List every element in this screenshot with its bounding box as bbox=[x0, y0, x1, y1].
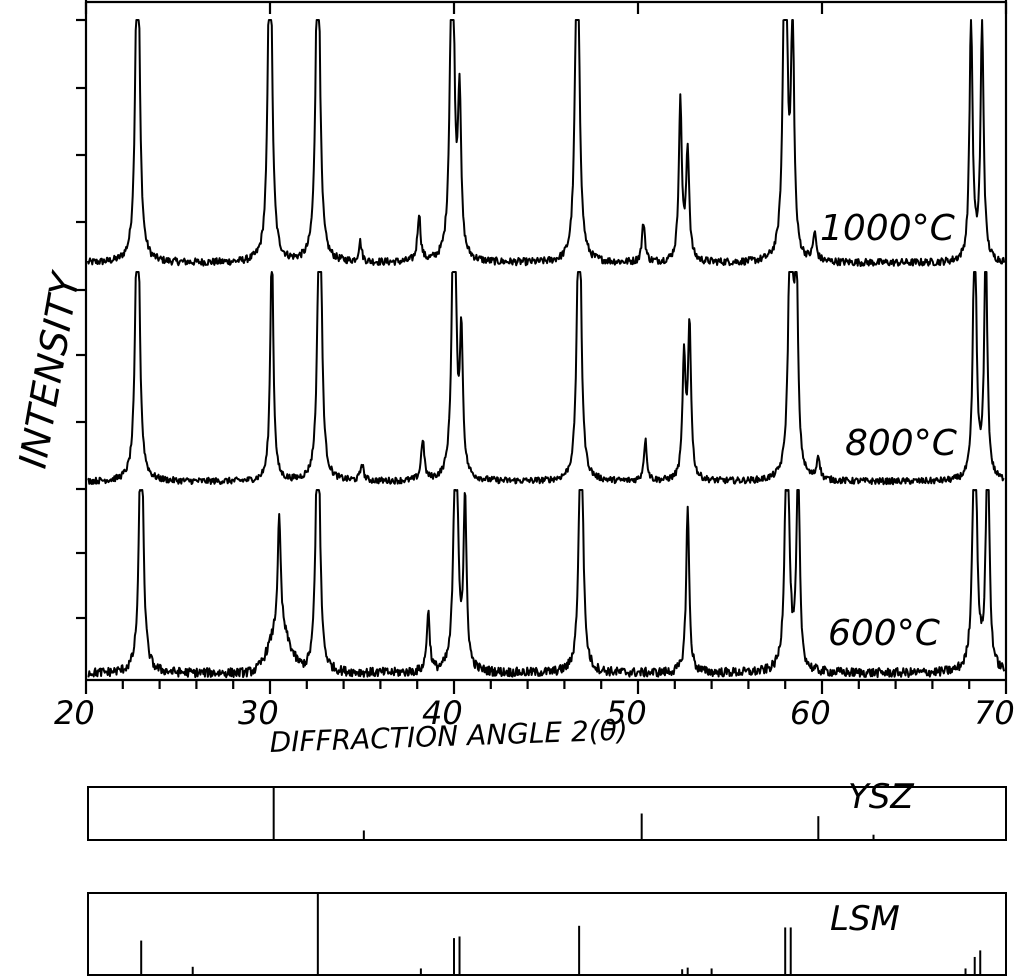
lsm-reference-panel: LSM bbox=[87, 892, 1007, 976]
series-label-800c: 800°C bbox=[845, 423, 958, 464]
x-tick-label-20: 20 bbox=[54, 694, 95, 732]
x-tick-label-70: 70 bbox=[974, 694, 1015, 732]
ysz-frame bbox=[87, 786, 1007, 841]
ysz-reference-panel: YSZ bbox=[87, 777, 1007, 841]
x-tick-label-50: 50 bbox=[606, 694, 647, 732]
trace-600c bbox=[87, 489, 1006, 679]
series-label-1000c: 1000°C bbox=[820, 208, 956, 249]
x-axis-label: DIFFRACTION ANGLE 2(θ) bbox=[269, 714, 628, 759]
xrd-pattern-plot: 20 30 40 50 60 70 INTENSITY DIFFRACTION ANGLE 2… bbox=[11, 0, 1015, 759]
series-label-600c: 600°C bbox=[828, 613, 941, 654]
x-tick-label-60: 60 bbox=[790, 694, 831, 732]
trace-800c bbox=[87, 271, 1005, 486]
x-tick-label-40: 40 bbox=[422, 694, 463, 732]
lsm-label: LSM bbox=[830, 899, 900, 939]
ysz-label: YSZ bbox=[848, 777, 914, 817]
y-axis-label: INTENSITY bbox=[11, 267, 89, 471]
trace-1000c bbox=[86, 19, 1006, 267]
x-tick-label-30: 30 bbox=[238, 694, 279, 732]
lsm-frame bbox=[87, 892, 1007, 976]
